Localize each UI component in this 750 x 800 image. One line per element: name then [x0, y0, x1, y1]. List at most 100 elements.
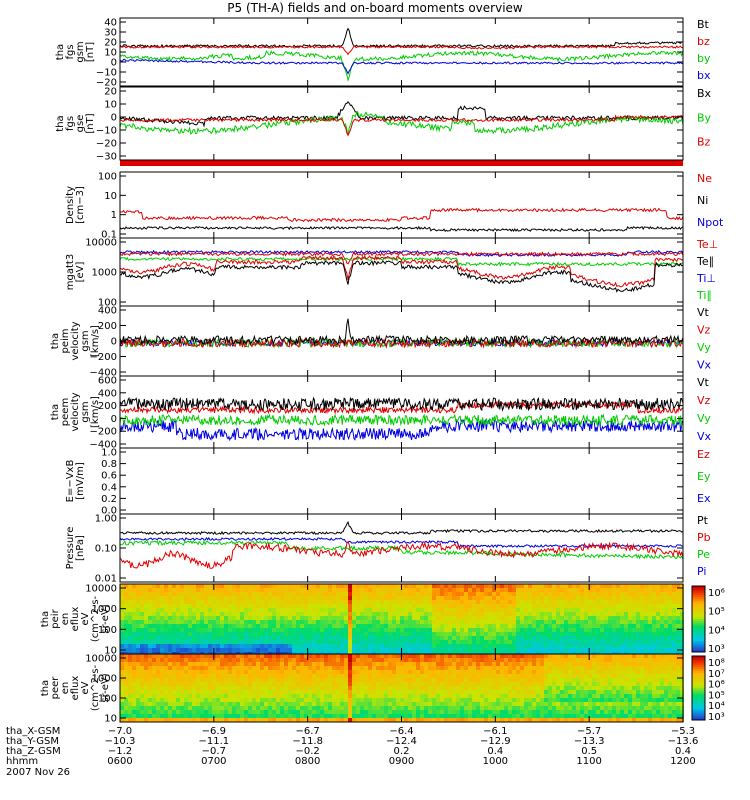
- series-line: [119, 114, 684, 137]
- y-tick-label: 1000: [92, 674, 117, 685]
- series-line: [119, 413, 683, 427]
- y-axis-label: peir: [50, 608, 61, 628]
- y-axis-label: eV: [80, 612, 91, 625]
- series-line: [119, 225, 684, 233]
- series-line: [119, 539, 684, 560]
- y-axis-label: en: [60, 613, 71, 626]
- y-tick-label: 0.1: [101, 230, 117, 241]
- legend-entry: Pb: [697, 531, 711, 544]
- orbit-tick-value: −6.9: [201, 726, 226, 737]
- y-tick-label: 10: [104, 100, 117, 111]
- y-tick-label: 1000: [92, 268, 117, 279]
- legend-entry: by: [697, 52, 711, 65]
- y-tick-label: 0.01: [95, 574, 117, 585]
- colorbar-tick-label: 10⁶: [708, 588, 725, 599]
- colorbar-tick-label: 10⁵: [708, 607, 725, 618]
- orbit-tick-value: 1200: [670, 756, 696, 767]
- y-tick-label: 200: [98, 321, 117, 332]
- y-tick-label: 10000: [85, 584, 117, 595]
- y-axis-label: (cm^2-s-: [90, 664, 101, 711]
- series-line: [119, 260, 683, 293]
- legend-entry: Ey: [697, 470, 711, 483]
- orbit-tick-value: −1.2: [107, 746, 133, 757]
- orbit-tick-value: 1000: [482, 756, 509, 767]
- orbit-label-y: tha_Y-GSM: [6, 736, 60, 747]
- series-line: [119, 207, 684, 223]
- orbit-tick-value: 0800: [294, 756, 321, 767]
- y-tick-label: −10: [96, 68, 117, 79]
- y-axis-label: gsm: [80, 401, 91, 422]
- orbit-tick-value: 0.2: [393, 746, 410, 757]
- y-tick-label: 40: [104, 18, 117, 29]
- orbit-tick-value: −13.3: [573, 736, 605, 747]
- y-tick-label: −200: [90, 352, 117, 363]
- series-line: [119, 50, 684, 82]
- orbit-tick-value: 0.4: [675, 746, 691, 757]
- y-axis-label: gsm: [75, 41, 86, 62]
- y-tick-label: 600: [98, 376, 117, 387]
- orbit-tick-value: −13.6: [667, 736, 699, 747]
- series-line: [119, 536, 683, 549]
- legend-entry: Pt: [697, 514, 709, 527]
- panel-frame-efield: [119, 447, 684, 515]
- legend-entry: Bt: [697, 18, 710, 31]
- y-tick-label: 0.6: [101, 471, 117, 482]
- y-axis-label: mgatt3: [65, 254, 76, 290]
- panel-frame-fgs1: [119, 17, 684, 87]
- y-axis-label: (cm^2-s-: [90, 595, 101, 642]
- orbit-tick-value: −5.7: [577, 726, 602, 737]
- series-line: [119, 318, 684, 346]
- colorbar-tick-label: 10⁶: [708, 680, 725, 691]
- legend-entry: Vt: [697, 306, 710, 319]
- y-axis-label: Pressure: [65, 527, 76, 570]
- legend-entry: Vz: [697, 324, 711, 337]
- y-axis-label: tha: [40, 611, 51, 627]
- series-line: [119, 396, 683, 412]
- y-axis-label: Density: [65, 186, 76, 224]
- y-tick-label: −30: [96, 152, 117, 163]
- y-tick-label: −400: [90, 368, 117, 379]
- y-tick-label: 20: [104, 87, 117, 98]
- y-axis-label: gsm: [80, 330, 91, 351]
- y-axis-label: fgs: [65, 44, 76, 59]
- series-line: [119, 58, 683, 75]
- legend-entry: Ti∥: [696, 289, 712, 302]
- y-axis-label: velocity: [70, 392, 81, 431]
- page-title: P5 (TH-A) fields and on-board moments ov…: [227, 1, 523, 15]
- colorbar-tick-label: 10⁵: [708, 690, 725, 701]
- orbit-tick-value: 0900: [388, 756, 415, 767]
- y-tick-label: 400: [98, 306, 117, 317]
- y-axis-label: eV: [80, 681, 91, 694]
- y-tick-label: 10: [104, 646, 117, 657]
- y-tick-label: 10: [104, 191, 117, 202]
- orbit-tick-value: 0.5: [581, 746, 598, 757]
- y-axis-label: en: [60, 682, 71, 695]
- orbit-tick-value: −0.2: [295, 746, 320, 757]
- legend-entry: Te⊥: [696, 238, 718, 251]
- y-tick-label: 0.0: [101, 506, 117, 517]
- y-tick-label: −20: [96, 78, 117, 89]
- y-tick-label: 0.2: [101, 494, 117, 505]
- colorbar-tick-label: 10⁴: [708, 625, 725, 636]
- y-axis-label: [nT]: [85, 113, 96, 133]
- y-tick-label: 200: [98, 401, 117, 412]
- legend-entry: Npot: [697, 216, 724, 229]
- colorbar-tick-label: 10³: [708, 644, 725, 655]
- colorbar-tick-label: 10³: [708, 712, 725, 723]
- y-axis-label: tha: [50, 404, 61, 420]
- legend-entry: Bx: [697, 87, 712, 100]
- legend-entry: Vx: [697, 359, 712, 372]
- y-tick-label: 0: [111, 337, 117, 348]
- orbit-tick-value: 0600: [107, 756, 133, 767]
- orbit-tick-value: −11.1: [198, 736, 230, 747]
- orbit-tick-value: 0.4: [487, 746, 504, 757]
- heatmap-cells: [120, 584, 684, 656]
- legend-entry: Vy: [697, 412, 711, 425]
- legend-entry: Pi: [697, 565, 706, 578]
- colorbar-tick-label: 10⁷: [708, 669, 725, 680]
- y-axis-label: tha: [40, 680, 51, 696]
- y-tick-label: 0: [111, 58, 117, 69]
- y-tick-label: 100: [98, 172, 117, 183]
- y-axis-label: E=−VxB: [65, 460, 76, 503]
- heatmap-cells: [120, 654, 684, 722]
